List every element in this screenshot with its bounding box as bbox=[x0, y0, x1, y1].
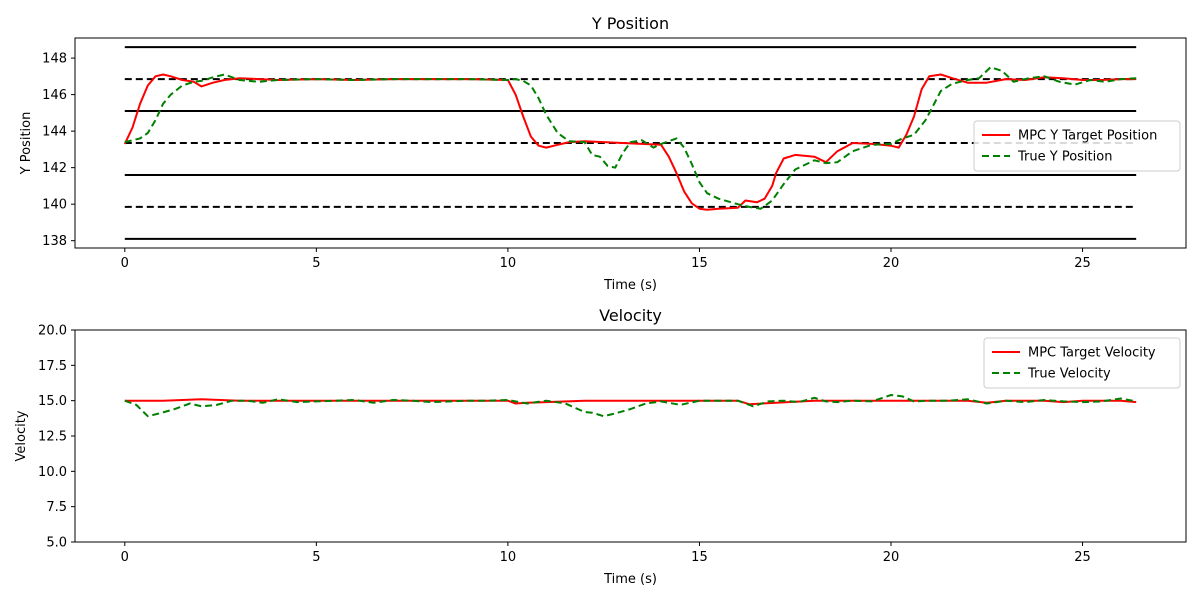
legend-label-1: MPC Y Target Position bbox=[1018, 129, 1157, 144]
legend: MPC Y Target Position True Y Position bbox=[973, 120, 1181, 172]
y-tick-label: 10.0 bbox=[38, 465, 67, 480]
series-line-2 bbox=[124, 394, 1137, 418]
legend-label-1: MPC Target Velocity bbox=[1028, 346, 1156, 361]
axes-frame bbox=[74, 37, 1187, 249]
x-tick-label: 0 bbox=[121, 256, 129, 271]
y-tick-label: 144 bbox=[42, 125, 67, 140]
y-tick-label: 7.5 bbox=[46, 500, 67, 515]
y-axis-label: Velocity bbox=[14, 410, 29, 461]
y-tick-label: 140 bbox=[42, 198, 67, 213]
x-tick-label: 15 bbox=[691, 256, 708, 271]
subplot-2: Velocity 0 5 10 15 20 25 5.0 7.5 10.0 12.5 15.0 17.5… bbox=[14, 306, 1187, 587]
legend-box bbox=[983, 337, 1181, 389]
y-tick-label: 15.0 bbox=[38, 394, 67, 409]
x-tick-label: 20 bbox=[883, 550, 900, 565]
subplot-1: Y Position 0 5 10 15 20 25 138 140 142 144 146 148 Ti… bbox=[19, 14, 1187, 293]
x-tick-label: 25 bbox=[1074, 256, 1091, 271]
x-tick-label: 5 bbox=[312, 550, 320, 565]
y-tick-label: 17.5 bbox=[38, 359, 67, 374]
y-tick-label: 20.0 bbox=[38, 324, 67, 339]
chart-title: Y Position bbox=[591, 14, 669, 33]
y-axis-label: Y Position bbox=[19, 112, 34, 176]
x-tick-label: 25 bbox=[1074, 550, 1091, 565]
series-line-2 bbox=[124, 66, 1137, 210]
legend-box bbox=[973, 120, 1181, 172]
x-tick-label: 20 bbox=[883, 256, 900, 271]
y-tick-label: 148 bbox=[42, 52, 67, 67]
x-tick-label: 10 bbox=[500, 256, 517, 271]
legend-label-2: True Y Position bbox=[1017, 150, 1112, 165]
chart-title: Velocity bbox=[599, 306, 662, 325]
legend-label-2: True Velocity bbox=[1027, 367, 1111, 382]
y-tick-label: 12.5 bbox=[38, 430, 67, 445]
legend: MPC Target Velocity True Velocity bbox=[983, 337, 1181, 389]
y-tick-label: 138 bbox=[42, 234, 67, 249]
x-tick-label: 5 bbox=[312, 256, 320, 271]
x-tick-label: 15 bbox=[691, 550, 708, 565]
y-tick-label: 142 bbox=[42, 161, 67, 176]
x-axis-label: Time (s) bbox=[603, 278, 657, 293]
series-line-1 bbox=[123, 73, 1137, 211]
y-tick-label: 5.0 bbox=[46, 536, 67, 551]
y-tick-label: 146 bbox=[42, 88, 67, 103]
x-tick-label: 10 bbox=[500, 550, 517, 565]
x-tick-label: 0 bbox=[121, 550, 129, 565]
x-axis-label: Time (s) bbox=[603, 572, 657, 587]
